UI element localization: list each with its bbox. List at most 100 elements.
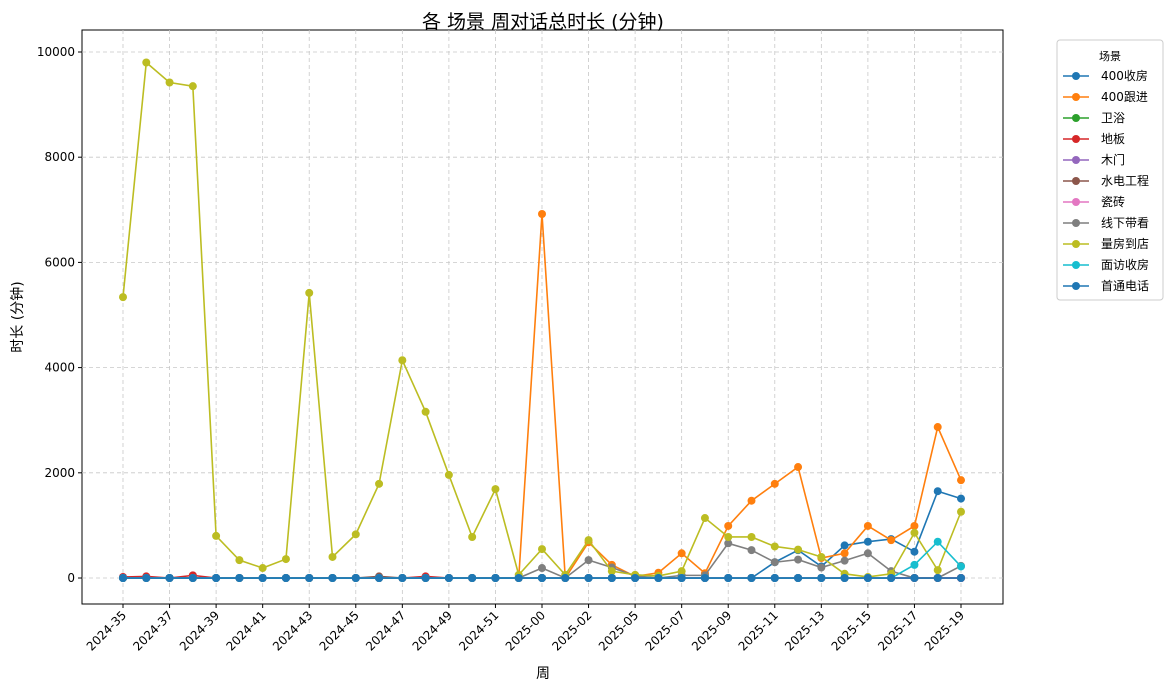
point xyxy=(514,574,523,583)
x-tick-label: 2024-39 xyxy=(177,608,222,653)
point xyxy=(887,536,896,545)
point xyxy=(747,496,756,505)
x-axis-label: 周 xyxy=(536,666,550,682)
point xyxy=(677,567,686,576)
point xyxy=(863,521,872,530)
point xyxy=(724,532,733,541)
point xyxy=(375,574,384,583)
x-tick-label: 2025-17 xyxy=(875,608,920,653)
point xyxy=(235,574,244,583)
point xyxy=(538,545,546,554)
point xyxy=(235,556,244,565)
legend-label: 400跟进 xyxy=(1101,90,1148,104)
legend-marker xyxy=(1072,72,1080,80)
point xyxy=(840,541,849,550)
x-tick-label: 2025-13 xyxy=(782,608,827,653)
point xyxy=(398,356,407,365)
point xyxy=(724,574,733,583)
point xyxy=(188,574,197,583)
point xyxy=(119,574,127,583)
point xyxy=(468,532,477,541)
point xyxy=(887,574,896,583)
point xyxy=(840,574,849,583)
point xyxy=(863,549,872,558)
point xyxy=(538,564,546,573)
point xyxy=(724,521,733,530)
y-tick-label: 2000 xyxy=(44,466,75,480)
y-tick-label: 0 xyxy=(67,571,75,585)
legend-marker xyxy=(1072,156,1080,164)
point xyxy=(957,476,965,485)
point xyxy=(468,574,477,583)
legend-marker xyxy=(1072,240,1080,248)
x-tick-label: 2025-15 xyxy=(829,608,874,653)
point xyxy=(794,463,803,472)
point xyxy=(491,574,500,583)
point xyxy=(631,574,640,583)
point xyxy=(747,546,756,555)
point xyxy=(933,487,942,496)
point xyxy=(584,536,593,545)
point xyxy=(538,210,546,219)
point xyxy=(305,288,314,297)
point xyxy=(607,574,616,583)
legend-label: 面访收房 xyxy=(1101,257,1149,272)
point xyxy=(747,574,756,583)
x-tick-label: 2024-49 xyxy=(410,608,455,653)
point xyxy=(933,566,942,575)
point xyxy=(258,574,267,583)
point xyxy=(212,574,221,583)
y-tick-label: 8000 xyxy=(44,150,75,164)
x-tick-label: 2025-05 xyxy=(596,608,641,653)
point xyxy=(957,562,965,571)
point xyxy=(933,574,942,583)
point xyxy=(142,574,151,583)
point xyxy=(794,545,803,554)
point xyxy=(700,574,709,583)
point xyxy=(375,479,384,488)
point xyxy=(677,549,686,558)
point xyxy=(770,558,779,567)
legend-marker xyxy=(1072,282,1080,290)
point xyxy=(863,574,872,583)
point xyxy=(654,574,663,583)
point xyxy=(770,542,779,551)
legend-marker xyxy=(1072,198,1080,206)
x-tick-label: 2025-11 xyxy=(736,608,781,653)
x-tick-label: 2024-45 xyxy=(317,608,362,653)
point xyxy=(212,531,221,540)
x-tick-label: 2025-02 xyxy=(549,608,594,653)
legend-label: 瓷砖 xyxy=(1101,194,1125,209)
point xyxy=(957,494,965,503)
y-tick-label: 4000 xyxy=(44,361,75,375)
point xyxy=(491,485,500,494)
point xyxy=(770,479,779,488)
point xyxy=(910,547,919,556)
y-tick-label: 6000 xyxy=(44,255,75,269)
point xyxy=(328,574,337,583)
point xyxy=(817,563,826,572)
point xyxy=(700,514,709,523)
point xyxy=(165,78,174,87)
point xyxy=(444,470,453,479)
point xyxy=(794,574,803,583)
legend-marker xyxy=(1072,261,1080,269)
point xyxy=(351,574,360,583)
point xyxy=(957,574,965,583)
legend-marker xyxy=(1072,135,1080,143)
x-tick-label: 2025-19 xyxy=(922,608,967,653)
point xyxy=(770,574,779,583)
point xyxy=(724,539,733,548)
point xyxy=(142,58,151,67)
point xyxy=(840,556,849,565)
legend-title: 场景 xyxy=(1099,49,1121,63)
point xyxy=(910,560,919,569)
point xyxy=(957,507,965,516)
x-tick-label: 2024-41 xyxy=(223,608,268,653)
point xyxy=(910,574,919,583)
legend-label: 首通电话 xyxy=(1101,279,1149,293)
point xyxy=(747,532,756,541)
x-tick-label: 2024-51 xyxy=(456,608,501,653)
point xyxy=(328,552,337,561)
